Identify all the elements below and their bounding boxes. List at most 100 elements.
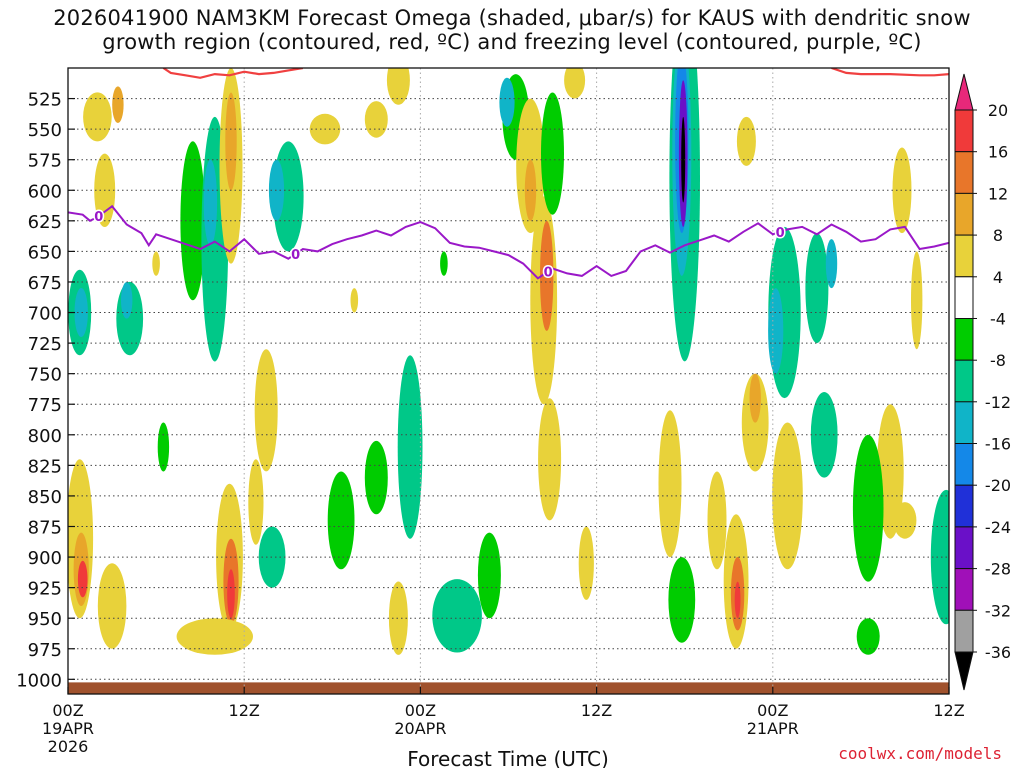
y-tick-label: 700 [28, 304, 62, 325]
omega-cell [741, 373, 769, 472]
omega-cell [386, 68, 410, 105]
y-tick-label: 575 [28, 151, 62, 172]
omega-cell [911, 251, 923, 350]
omega-cell [388, 581, 408, 655]
x-tick-label: 20APR [394, 719, 446, 738]
omega-cell [658, 410, 682, 558]
y-tick-label: 800 [28, 426, 62, 447]
omega-cell [225, 92, 237, 191]
colorbar-box [954, 151, 974, 194]
omega-cell [668, 557, 696, 643]
y-tick-label: 675 [28, 273, 62, 294]
omega-cell [203, 159, 218, 246]
colorbar-label: 4 [993, 268, 1003, 287]
omega-cell [825, 239, 838, 289]
x-axis-label: Forecast Time (UTC) [407, 747, 609, 768]
colorbar-box [954, 276, 974, 319]
x-tick-label: 00Z [757, 701, 788, 720]
omega-cell [749, 373, 761, 423]
omega-cell [254, 349, 278, 472]
x-tick-label: 21APR [747, 719, 799, 738]
omega-cell [805, 233, 829, 344]
freezing-level-label: 0 [94, 210, 103, 225]
omega-cell [564, 68, 586, 99]
y-tick-label: 850 [28, 487, 62, 508]
y-tick-label: 625 [28, 212, 62, 233]
omega-cell [477, 532, 501, 619]
colorbar-box [954, 526, 974, 570]
omega-cell [768, 288, 784, 374]
omega-cell [930, 489, 949, 625]
colorbar-label: -20 [985, 476, 1011, 495]
omega-cell [258, 526, 286, 588]
plot-frame [67, 67, 950, 695]
x-tick-label: 12Z [229, 701, 260, 720]
omega-cell [707, 471, 727, 570]
x-tick-label: 00Z [405, 701, 436, 720]
omega-cell [540, 220, 554, 331]
colorbar-label: -32 [985, 601, 1011, 620]
y-tick-label: 525 [28, 90, 62, 111]
omega-cell [364, 101, 388, 138]
freezing-level-label: 0 [291, 248, 300, 263]
omega-cell [364, 440, 388, 515]
y-tick-label: 925 [28, 579, 62, 600]
omega-cell [83, 92, 112, 142]
colorbar-box [954, 484, 974, 528]
y-tick-label: 775 [28, 395, 62, 416]
omega-cell [681, 116, 686, 203]
y-tick-label: 950 [28, 609, 62, 630]
omega-cell [397, 355, 423, 539]
surface-strip [68, 682, 949, 694]
colorbar-label: -28 [985, 560, 1011, 579]
y-tick-label: 1000 [16, 670, 62, 691]
omega-cell [772, 422, 803, 570]
omega-cell [97, 563, 127, 649]
x-tick-label: 2026 [48, 737, 89, 756]
x-tick-label: 00Z [52, 701, 83, 720]
omega-cell [176, 618, 253, 655]
omega-cell [432, 579, 482, 653]
brand-watermark: coolwx.com/models [838, 744, 1002, 763]
colorbar-box [954, 318, 974, 361]
y-tick-label: 750 [28, 365, 62, 386]
colorbar-label: -36 [985, 643, 1011, 662]
y-tick-label: 975 [28, 640, 62, 661]
y-tick-label: 550 [28, 120, 62, 141]
omega-cell [734, 581, 741, 619]
omega-cell [74, 288, 88, 337]
y-tick-label: 650 [28, 242, 62, 263]
omega-cell [736, 116, 756, 166]
freezing-level-label: 0 [544, 265, 553, 280]
omega-cell [541, 92, 564, 215]
colorbar-label: -4 [990, 310, 1006, 329]
colorbar-box [954, 359, 974, 403]
y-tick-label: 600 [28, 181, 62, 202]
y-tick-label: 725 [28, 334, 62, 355]
colorbar-box [954, 401, 974, 444]
colorbar-arrow-top [954, 73, 974, 111]
colorbar-label: -8 [990, 351, 1006, 370]
omega-cell [893, 502, 917, 539]
colorbar-arrow-bottom [954, 651, 974, 691]
colorbar-label: -24 [985, 518, 1011, 537]
dendritic-contour [831, 68, 949, 77]
omega-cell [524, 159, 537, 221]
x-tick-label: 12Z [581, 701, 612, 720]
omega-cell [157, 422, 170, 472]
chart-title-line-1: 2026041900 NAM3KM Forecast Omega (shaded… [53, 6, 971, 30]
y-tick-label: 825 [28, 456, 62, 477]
colorbar-box [954, 234, 974, 278]
omega-cell [876, 404, 904, 539]
colorbar-box [954, 568, 974, 611]
omega-cell [538, 398, 562, 521]
y-tick-label: 875 [28, 518, 62, 539]
omega-cell [227, 569, 235, 619]
y-tick-label: 900 [28, 548, 62, 569]
freezing-level-contour [68, 204, 949, 280]
x-tick-label: 12Z [933, 701, 964, 720]
omega-cell [180, 141, 206, 301]
omega-cell [112, 86, 124, 123]
omega-cell [121, 282, 133, 319]
